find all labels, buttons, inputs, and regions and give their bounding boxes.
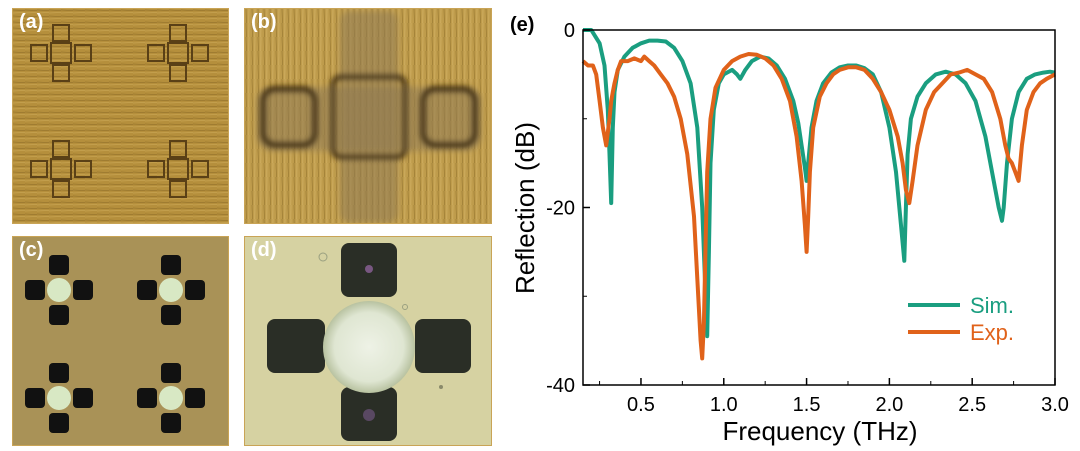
panel-c: (c) (12, 236, 229, 446)
cross-a2 (147, 24, 209, 82)
panel-b-image (245, 9, 491, 223)
cross-a4 (147, 140, 209, 198)
cross-c1 (25, 255, 93, 325)
x-tick-label: 3.0 (1041, 394, 1069, 416)
reflection-chart: (e) 0.5 1.0 1.5 2.0 2.5 3.0 0 -20 -40 Frequency … (510, 14, 1069, 446)
legend-label: Exp. (970, 320, 1014, 345)
axes: 0.5 1.0 1.5 2.0 2.5 3.0 0 -20 -40 (546, 20, 1069, 416)
legend-label: Sim. (970, 293, 1014, 318)
x-tick-label: 2.5 (958, 394, 986, 416)
panel-b: (b) (244, 8, 492, 224)
panel-d: (d) (244, 236, 492, 446)
series-line-sim (583, 28, 1056, 339)
x-tick-label: 1.0 (710, 394, 738, 416)
panel-a-label: (a) (19, 11, 44, 33)
cube-left (267, 319, 325, 373)
plot-area (581, 28, 1056, 361)
cross-b (257, 11, 481, 223)
panel-a: (a) (12, 8, 229, 224)
x-tick-label: 1.5 (793, 394, 821, 416)
y-tick-label: -20 (546, 198, 575, 220)
panel-e-label: (e) (510, 14, 534, 36)
x-tick-label: 0.5 (627, 394, 655, 416)
panel-c-image (13, 237, 228, 445)
cross-a3 (30, 140, 92, 198)
panel-a-image (13, 9, 228, 223)
legend: Sim.Exp. (908, 293, 1014, 345)
panel-c-label: (c) (19, 239, 44, 261)
panel-b-label: (b) (251, 11, 277, 33)
series-line-exp (581, 52, 1056, 361)
cross-c3 (25, 363, 93, 433)
center-disc (323, 301, 415, 393)
panel-d-image (245, 237, 491, 445)
x-axis-label: Frequency (THz) (722, 416, 917, 446)
cross-a1 (30, 24, 92, 82)
y-axis-label: Reflection (dB) (510, 122, 540, 294)
y-tick-label: -40 (546, 375, 575, 397)
x-tick-label: 2.0 (875, 394, 903, 416)
y-tick-label: 0 (564, 20, 575, 42)
panel-d-label: (d) (251, 239, 277, 261)
cross-c2 (137, 255, 205, 325)
cube-right (415, 319, 471, 373)
cross-c4 (137, 363, 205, 433)
